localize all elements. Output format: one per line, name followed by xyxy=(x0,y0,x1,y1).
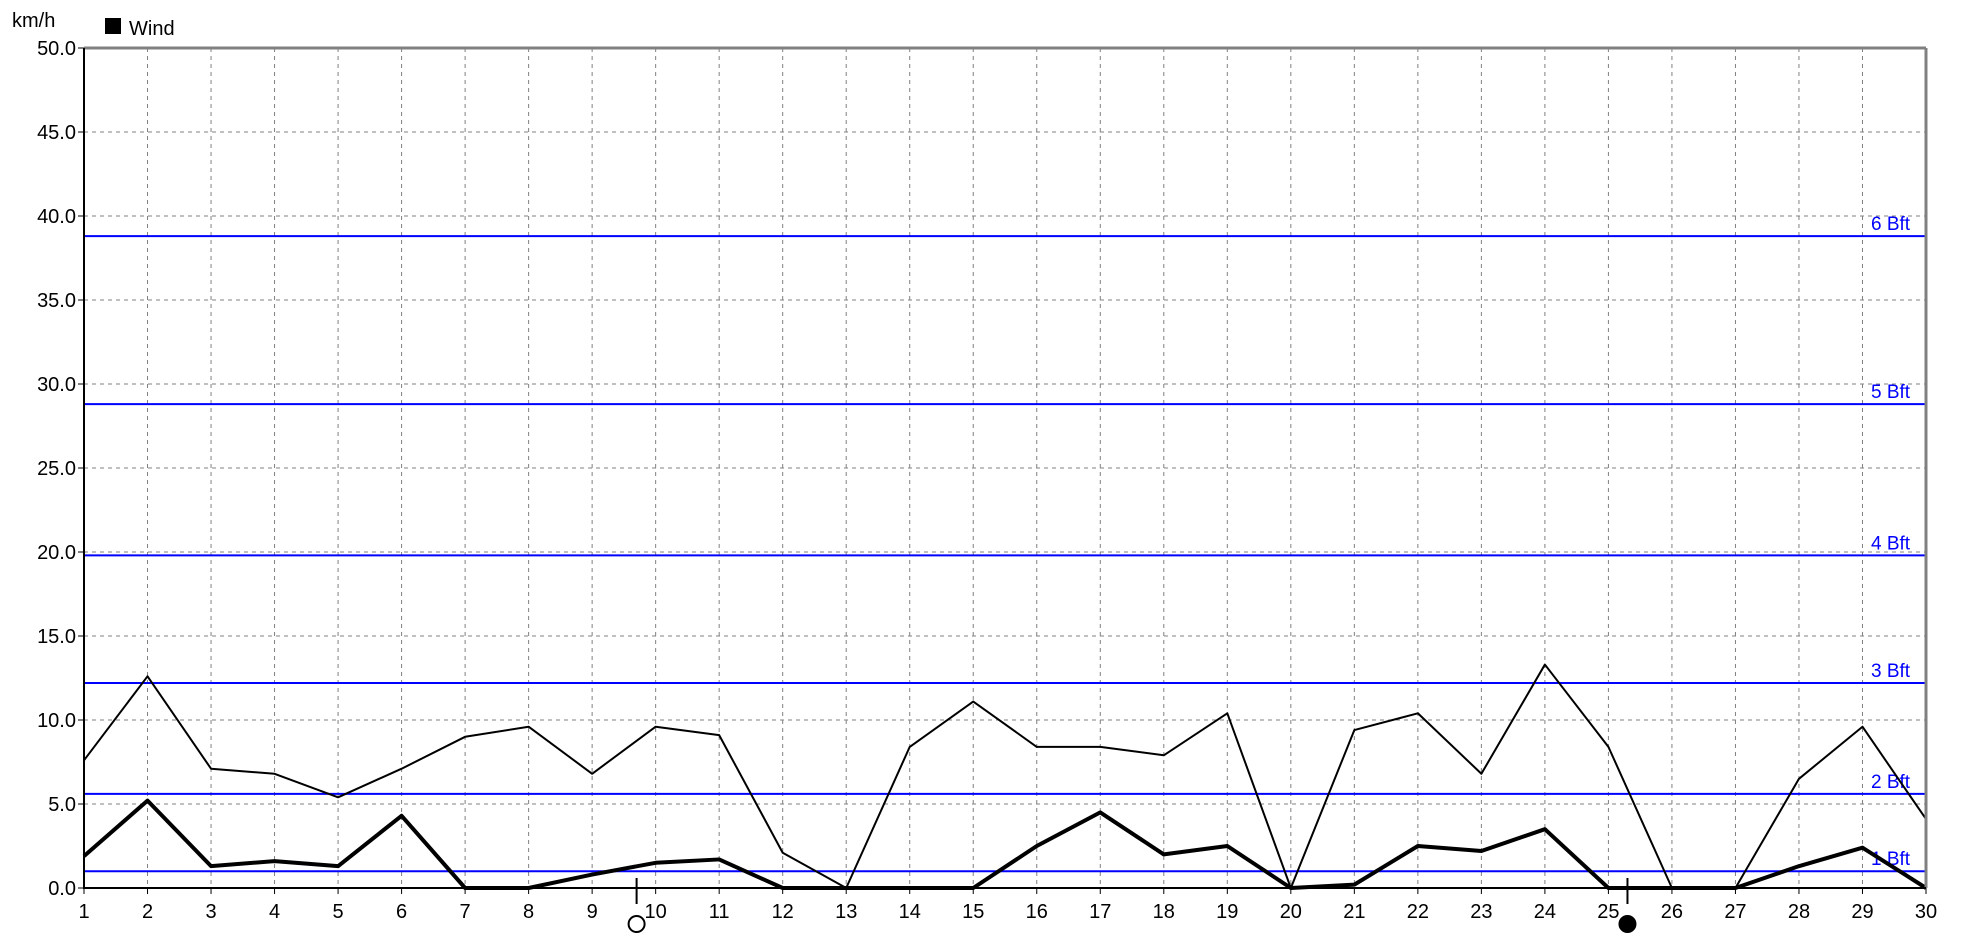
series-line xyxy=(83,663,1927,889)
y-unit-label: km/h xyxy=(12,10,55,32)
new-moon-icon xyxy=(1618,915,1637,933)
x-tick-label: 29 xyxy=(1851,901,1873,923)
y-tick-label: 5.0 xyxy=(48,794,76,816)
x-tick-label: 21 xyxy=(1343,901,1365,923)
x-tick-label: 25 xyxy=(1597,901,1619,923)
legend: Wind xyxy=(105,18,175,40)
beaufort-reference-lines: 1 Bft 2 Bft 3 Bft 4 Bft 5 Bft 6 Bft xyxy=(84,214,1926,873)
x-tick-label: 9 xyxy=(587,901,598,923)
x-tick-label: 6 xyxy=(396,901,407,923)
reference-line-label: 1 Bft xyxy=(1871,849,1911,870)
y-tick-label: 20.0 xyxy=(37,542,76,564)
grid xyxy=(84,48,1926,888)
series xyxy=(82,663,1928,890)
x-tick-label: 27 xyxy=(1724,901,1746,923)
x-tick-label: 22 xyxy=(1407,901,1429,923)
x-tick-label: 2 xyxy=(142,901,153,923)
x-tick-label: 28 xyxy=(1788,901,1810,923)
x-tick-label: 11 xyxy=(709,901,730,923)
legend-label: Wind xyxy=(129,18,175,40)
axes: 0.0 5.0 10.0 15.0 20.0 25.0 30.0 35.0 40.0 45.0 50… xyxy=(37,38,1937,923)
y-tick-label: 0.0 xyxy=(48,878,76,900)
reference-line-label: 5 Bft xyxy=(1871,382,1911,403)
x-tick-label: 17 xyxy=(1089,901,1111,923)
x-tick-label: 3 xyxy=(205,901,216,923)
x-tick-label: 16 xyxy=(1026,901,1048,923)
x-tick-label: 19 xyxy=(1216,901,1238,923)
x-tick-label: 8 xyxy=(523,901,534,923)
y-tick-label: 40.0 xyxy=(37,206,76,228)
y-tick-label: 15.0 xyxy=(37,626,76,648)
x-tick-label: 7 xyxy=(460,901,471,923)
x-tick-label: 5 xyxy=(333,901,344,923)
y-tick-label: 10.0 xyxy=(37,710,76,732)
full-moon-icon xyxy=(627,915,646,933)
reference-line-label: 3 Bft xyxy=(1871,661,1911,682)
x-tick-label: 10 xyxy=(645,901,667,923)
series-line xyxy=(82,798,1928,890)
reference-line-label: 2 Bft xyxy=(1871,772,1911,793)
x-tick-label: 14 xyxy=(899,901,921,923)
reference-line-label: 6 Bft xyxy=(1871,214,1911,235)
moon-phases xyxy=(627,878,1637,933)
x-tick-label: 26 xyxy=(1661,901,1683,923)
x-tick-label: 15 xyxy=(962,901,984,923)
x-tick-label: 18 xyxy=(1153,901,1175,923)
legend-swatch xyxy=(105,18,121,34)
x-tick-label: 20 xyxy=(1280,901,1302,923)
x-tick-label: 23 xyxy=(1470,901,1492,923)
y-tick-label: 25.0 xyxy=(37,458,76,480)
y-tick-label: 50.0 xyxy=(37,38,76,60)
x-tick-label: 30 xyxy=(1915,901,1937,923)
y-tick-label: 35.0 xyxy=(37,290,76,312)
reference-line-label: 4 Bft xyxy=(1871,533,1911,554)
y-tick-label: 30.0 xyxy=(37,374,76,396)
x-tick-label: 1 xyxy=(78,901,89,923)
x-tick-label: 24 xyxy=(1534,901,1556,923)
y-tick-label: 45.0 xyxy=(37,122,76,144)
x-tick-label: 13 xyxy=(835,901,857,923)
x-tick-label: 4 xyxy=(269,901,280,923)
x-tick-label: 12 xyxy=(772,901,794,923)
